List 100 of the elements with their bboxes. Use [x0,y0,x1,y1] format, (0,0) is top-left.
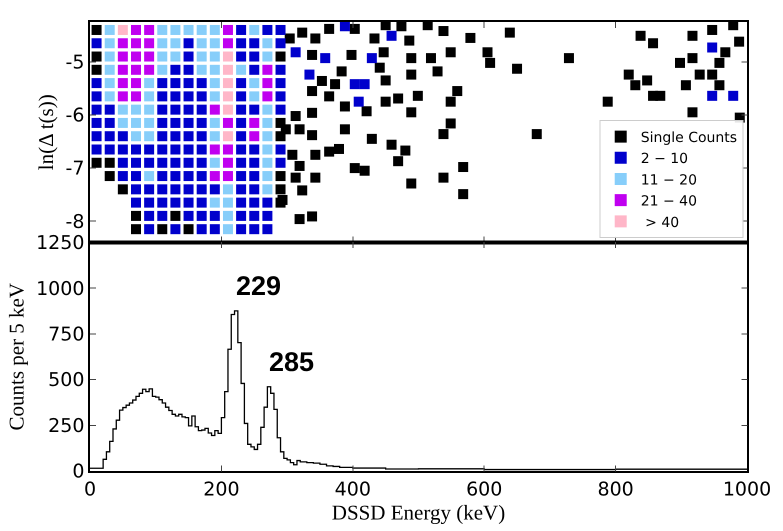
point [144,78,154,88]
point [222,24,233,35]
point [222,91,233,102]
y-tick-label: -8 [65,210,84,233]
point [157,24,168,35]
point [118,38,128,48]
point [222,38,233,48]
point [144,91,154,102]
point [210,198,220,208]
point [222,64,233,75]
point [118,24,128,35]
point [144,64,154,75]
point [210,118,220,128]
point [222,78,233,88]
point [196,52,207,62]
legend-label: 11 − 20 [640,172,697,188]
legend-label: > 40 [640,214,680,231]
point [210,104,220,115]
point [262,144,272,154]
y-axis-title: Counts per 5 keV [4,282,29,431]
point [104,24,115,35]
y-tick-label: 750 [48,324,84,346]
point [157,64,168,75]
point [222,144,233,154]
legend-label: 21 − 40 [640,194,697,210]
point [222,131,233,142]
point [222,210,233,221]
point [118,52,128,62]
point [130,104,141,115]
point [222,158,233,168]
point [222,198,233,208]
point [262,184,272,194]
point [130,91,141,102]
point [210,91,220,102]
point [222,171,233,182]
point [236,64,246,75]
point [130,52,141,62]
point [157,38,168,48]
point [170,52,180,62]
point [196,64,207,75]
x-axis-title: DSSD Energy (keV) [332,500,506,525]
point [262,38,272,48]
point [222,104,233,115]
point [184,24,194,35]
point [210,158,220,168]
point [118,104,128,115]
point [157,52,168,62]
y-tick-label: -5 [65,51,84,74]
point [118,64,128,75]
point [104,78,115,88]
point [262,171,272,182]
point [130,64,141,75]
x-tick-label: 1000 [722,478,772,501]
y-tick-label: 500 [48,369,84,392]
legend-label: Single Counts [640,130,738,146]
x-tick-label: 600 [466,478,502,501]
point [144,131,154,142]
point [104,64,115,75]
point [222,184,233,194]
point [210,171,220,182]
point [222,52,233,62]
point [130,131,141,142]
point [262,91,272,102]
point [262,104,272,115]
point [262,64,272,75]
y-tick-label: 0 [72,460,84,483]
x-tick-label: 400 [334,478,371,501]
point [249,91,260,102]
point [262,131,272,142]
y-tick-label: 1000 [36,278,84,300]
point [262,118,272,128]
x-tick-label: 800 [597,478,634,501]
point [144,38,154,48]
point [210,144,220,154]
point [210,52,220,62]
point [210,64,220,75]
point [210,24,220,35]
point [130,38,141,48]
point [210,38,220,48]
point [118,118,128,128]
y-axis-title: ln(Δ t(s)) [34,94,58,170]
point [196,38,207,48]
y-tick-label: 1250 [36,232,84,254]
point [222,118,233,128]
point [104,38,115,48]
point [144,52,154,62]
point [210,131,220,142]
point [118,91,128,102]
point [144,118,154,128]
point [144,104,154,115]
point [104,52,115,62]
point [222,224,233,234]
point [249,118,260,128]
y-tick-label: -7 [65,158,84,180]
point [118,78,128,88]
point [170,24,180,35]
point [130,118,141,128]
point [262,52,272,62]
x-tick-label: 200 [203,478,240,501]
point [130,24,141,35]
